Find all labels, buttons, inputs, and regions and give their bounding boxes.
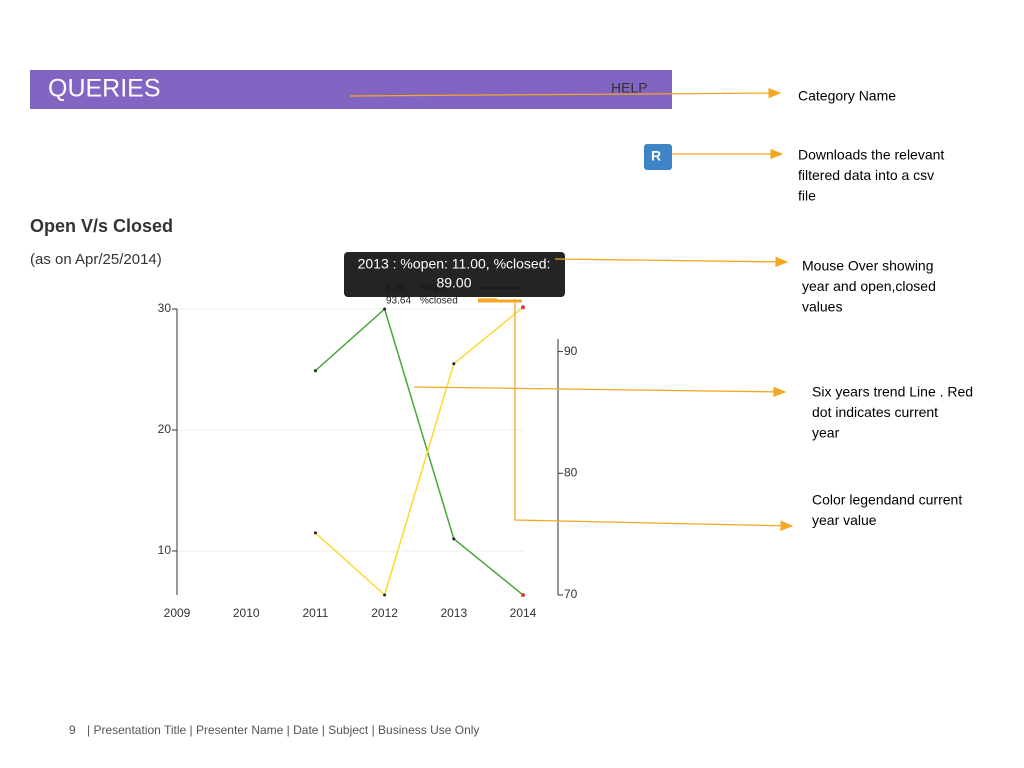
header-title: QUERIES [48, 75, 161, 103]
annotation-text: Color legendand current [812, 492, 962, 508]
annotation-text: dot indicates current [812, 404, 938, 420]
download-icon-glyph: R [651, 148, 661, 164]
tooltip [344, 252, 565, 297]
annotation-text: file [798, 188, 816, 204]
chart-title: Open V/s Closed [30, 216, 173, 236]
annotation-text: Mouse Over showing [802, 258, 934, 274]
footer-text: | Presentation Title | Presenter Name | … [87, 723, 479, 737]
point [313, 369, 317, 373]
y2-tick-label: 80 [564, 465, 578, 479]
legend-value: 93.64 [386, 296, 411, 307]
tooltip-text: 2013 : %open: 11.00, %closed: [358, 256, 551, 272]
series-line [314, 306, 524, 597]
point [383, 593, 387, 597]
y-tick-label: 30 [158, 301, 172, 315]
x-tick-label: 2010 [233, 606, 260, 620]
annotations: Category Name Downloads the relevant filte… [349, 87, 973, 529]
page-number: 9 [69, 723, 76, 737]
annotation-text: values [802, 299, 842, 315]
x-tick-label: 2011 [302, 606, 328, 620]
annotation-text: Downloads the relevant [798, 147, 944, 163]
y2-tick-label: 70 [564, 587, 578, 601]
y-tick-label: 10 [158, 543, 172, 557]
arrow [554, 256, 789, 268]
x-tick-label: 2013 [440, 606, 467, 620]
series-line [314, 307, 524, 596]
y2-tick-label: 90 [564, 344, 578, 358]
chart-subtitle: (as on Apr/25/2014) [30, 251, 162, 268]
arrow [413, 386, 787, 398]
point [521, 593, 525, 597]
point [313, 531, 317, 535]
x-tick-label: 2014 [510, 606, 537, 620]
point [452, 362, 456, 366]
x-tick-label: 2009 [164, 606, 191, 620]
point [521, 305, 525, 310]
annotation-text: year [812, 425, 840, 441]
arrow [478, 298, 792, 526]
annotation-text: year value [812, 512, 877, 528]
header-bar [30, 70, 672, 109]
point [452, 537, 456, 541]
point [383, 307, 387, 311]
help-link[interactable]: HELP [611, 80, 648, 96]
annotation-text: Six years trend Line . Red [812, 384, 973, 400]
legend-name: %closed [420, 296, 458, 307]
chart: 1020307080902009201020112012201320146.36… [158, 252, 578, 620]
arrow [349, 87, 782, 99]
download-icon[interactable] [644, 144, 672, 170]
y-tick-label: 20 [158, 422, 172, 436]
tooltip-text: 89.00 [436, 275, 471, 291]
annotation-text: year and open,closed [802, 278, 936, 294]
x-tick-label: 2012 [371, 606, 398, 620]
annotation-text: filtered data into a csv [798, 167, 934, 183]
annotation-text: Category Name [798, 88, 896, 104]
